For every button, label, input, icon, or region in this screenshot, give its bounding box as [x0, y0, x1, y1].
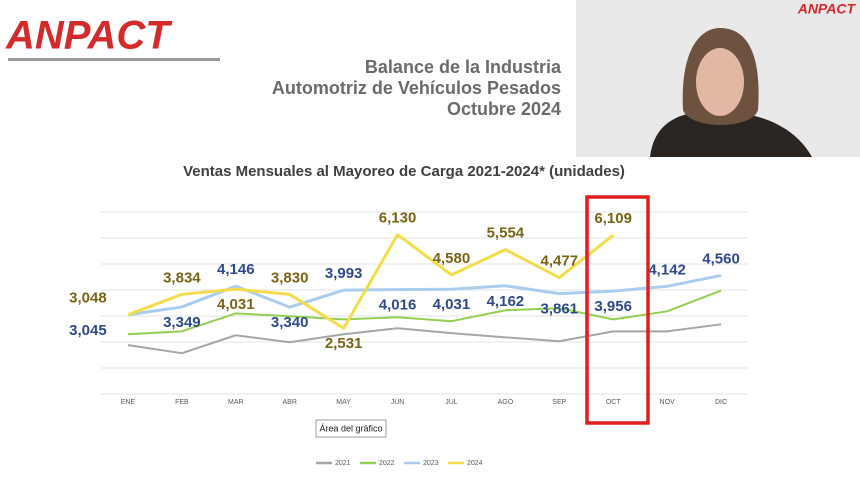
- data-label: 6,109: [594, 210, 632, 227]
- person-face: [696, 48, 744, 116]
- data-label: 3,830: [271, 269, 309, 286]
- header-line: Balance de la Industria: [365, 57, 562, 77]
- x-tick-label: ABR: [283, 399, 297, 406]
- webcam-logo: ANPACT: [797, 1, 857, 17]
- x-tick-label: MAY: [336, 399, 351, 406]
- data-label: 3,045: [69, 322, 107, 339]
- data-label: 3,834: [163, 269, 201, 286]
- legend-label: 2023: [423, 460, 439, 467]
- data-label: 3,048: [69, 290, 107, 307]
- tooltip: Área del gráfico: [319, 423, 382, 433]
- data-label: 4,162: [487, 293, 525, 310]
- person-body: [650, 110, 812, 157]
- highlight-box: [585, 195, 650, 425]
- series-line: [127, 323, 722, 355]
- logo-underline: [8, 58, 220, 61]
- x-tick-label: DIC: [715, 399, 727, 406]
- header-line: Octubre 2024: [447, 99, 561, 119]
- data-label: 4,560: [702, 250, 740, 267]
- series-line: [127, 289, 722, 336]
- x-tick-label: FEB: [175, 399, 189, 406]
- x-tick-label: MAR: [228, 399, 244, 406]
- logo: ANPACT: [5, 14, 173, 58]
- data-label: 4,146: [217, 261, 255, 278]
- tooltip-box: [315, 419, 387, 438]
- chart-panel: [42, 157, 860, 478]
- data-label: 3,956: [594, 298, 632, 315]
- data-label: 4,031: [433, 296, 471, 313]
- data-label: 4,580: [433, 250, 471, 267]
- data-label: 2,531: [325, 335, 363, 352]
- x-tick-label: JUL: [445, 399, 458, 406]
- x-tick-label: NOV: [660, 399, 676, 406]
- data-label: 3,861: [541, 301, 579, 318]
- data-label: 4,031: [217, 296, 255, 313]
- x-tick-label: AGO: [498, 399, 514, 406]
- data-label: 4,016: [379, 297, 417, 314]
- data-label: 3,993: [325, 265, 363, 282]
- series-line: [127, 233, 615, 330]
- chart-title: Ventas Mensuales al Mayoreo de Carga 202…: [183, 163, 625, 180]
- legend-label: 2022: [379, 460, 395, 467]
- data-label: 4,477: [541, 253, 579, 270]
- data-label: 5,554: [487, 225, 525, 242]
- plot: ENE FEB MAR ABR MAY JUN JUL AGO SEP OCT NOV DIC 3,04…: [69, 210, 748, 467]
- x-tick-label: SEP: [552, 399, 566, 406]
- header-line: Automotriz de Vehículos Pesados: [272, 78, 561, 98]
- data-label: 4,142: [648, 261, 686, 278]
- legend-label: 2024: [467, 460, 483, 467]
- x-tick-label: OCT: [606, 399, 622, 406]
- legend-label: 2021: [335, 460, 351, 467]
- x-tick-label: JUN: [391, 399, 405, 406]
- data-label: 6,130: [379, 210, 417, 227]
- data-label: 3,349: [163, 314, 201, 331]
- x-tick-label: ENE: [121, 399, 136, 406]
- webcam: ANPACT: [576, 0, 860, 157]
- data-label: 3,340: [271, 314, 309, 331]
